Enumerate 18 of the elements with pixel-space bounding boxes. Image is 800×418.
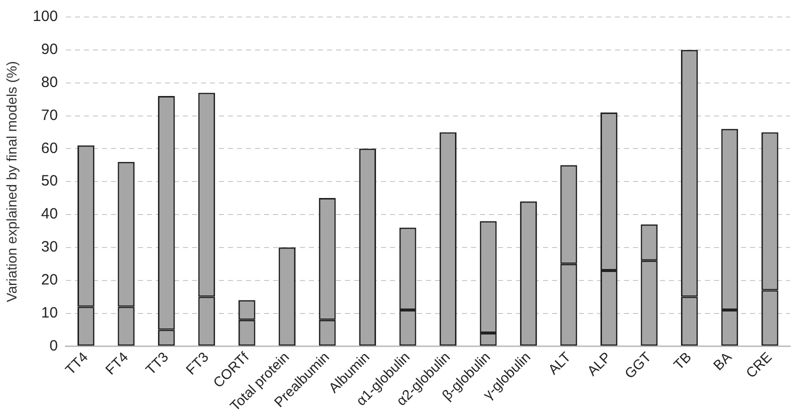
y-tick-label: 100 [32,8,58,26]
y-tick-label: 40 [41,206,58,223]
y-tick-label: 90 [41,41,58,58]
x-tick-label: TT4 [62,348,91,378]
y-tick-label: 20 [41,271,58,288]
y-tick-label: 0 [49,337,58,354]
y-tick-label: 50 [41,172,58,190]
y-tick-label: 70 [41,106,58,124]
x-tick-label: BA [710,348,735,374]
y-axis-title: Variation explained by final models (%) [3,61,20,302]
x-tick-label: FT4 [102,348,132,378]
y-tick-label: 30 [41,238,58,256]
x-tick-label: TB [670,348,694,373]
y-tick-label: 10 [41,304,58,322]
y-tick-label: 60 [41,140,58,157]
x-tick-label: TT3 [142,348,172,378]
x-tick-label: FT3 [182,348,212,378]
y-tick-label: 80 [41,74,58,91]
